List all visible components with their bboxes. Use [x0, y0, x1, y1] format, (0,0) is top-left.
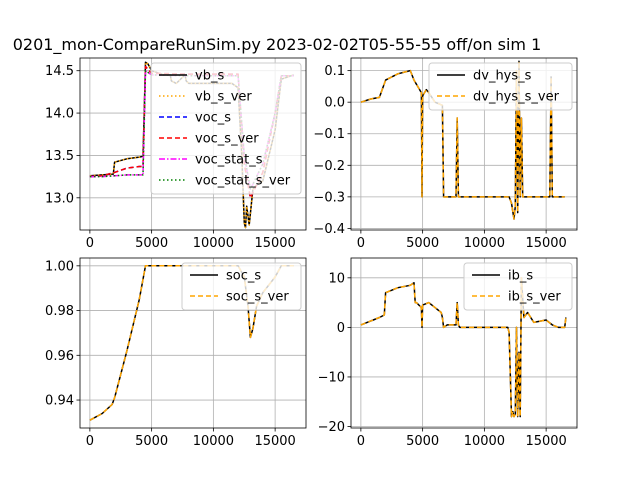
legend-label-voc_s: voc_s	[195, 111, 231, 126]
legend-label-voc_s_ver: voc_s_ver	[195, 132, 259, 147]
axes-frame	[79, 57, 307, 231]
y-tick-label: 0.0	[324, 96, 345, 111]
series-group	[360, 60, 565, 220]
axes-frame	[79, 257, 307, 429]
subplot-4: 0 5000 10000 15000 −20 −10 0 10 ib_s ib_s_ver	[318, 257, 578, 449]
x-tick-label: 0	[357, 434, 365, 449]
subplot-2: 0 5000 10000 15000 −0.4 −0.3 −0.2 −0.1 0.0 0.1 dv_…	[313, 57, 578, 251]
x-tick-label: 5000	[135, 236, 168, 251]
legend-label-voc_stat_s: voc_stat_s	[195, 153, 263, 168]
y-tick-label: −0.2	[313, 159, 345, 174]
series-line-dv_hys_s_ver	[360, 60, 565, 220]
y-tick-label: 0.1	[324, 64, 345, 79]
x-tick-label: 5000	[406, 434, 439, 449]
x-tick-label: 5000	[135, 434, 168, 449]
axes-frame	[350, 57, 578, 231]
legend-label-voc_stat_s_ver: voc_stat_s_ver	[195, 174, 291, 189]
x-tick-label: 0	[86, 236, 94, 251]
x-tick-label: 15000	[525, 434, 566, 449]
y-tick-label: 13.0	[45, 191, 74, 206]
y-tick-label: −20	[318, 420, 345, 435]
x-tick-label: 10000	[464, 434, 505, 449]
axes-frame	[350, 257, 578, 429]
legend-label-soc_s_ver: soc_s_ver	[226, 290, 289, 305]
legend-label-dv_hys_s_ver: dv_hys_s_ver	[473, 90, 560, 105]
legend-box	[150, 62, 302, 195]
legend: dv_hys_s dv_hys_s_ver	[428, 62, 573, 111]
y-tick-label: 0.98	[45, 304, 74, 319]
y-tick-label: −0.3	[313, 190, 345, 205]
y-tick-label: −0.1	[313, 127, 345, 142]
subplot-3: 0 5000 10000 150000.940.960.981.00soc_ssoc_…	[45, 257, 307, 449]
legend-label-ib_s_ver: ib_s_ver	[508, 290, 561, 305]
legend-label-dv_hys_s: dv_hys_s	[473, 69, 532, 84]
x-tick-label: 0	[357, 236, 365, 251]
y-tick-label: 14.5	[45, 64, 74, 79]
series-line-soc_s_ver	[89, 265, 294, 421]
y-tick-label: 0	[337, 321, 345, 336]
y-tick-label: 14.0	[45, 107, 74, 122]
legend: vb_s vb_s_ver voc_s voc_s_ver voc_stat_s voc_…	[150, 62, 302, 195]
x-tick-label: 0	[86, 434, 94, 449]
legend: ib_s ib_s_ver	[463, 262, 573, 311]
x-tick-label: 10000	[464, 236, 505, 251]
y-tick-label: 13.5	[45, 149, 74, 164]
x-tick-label: 10000	[193, 236, 234, 251]
x-tick-label: 15000	[254, 434, 295, 449]
series-line-vb_s_ver	[89, 61, 294, 229]
x-tick-label: 15000	[525, 236, 566, 251]
x-tick-label: 10000	[193, 434, 234, 449]
legend-label-soc_s: soc_s	[226, 269, 261, 284]
y-tick-label: −0.4	[313, 222, 345, 237]
legend: soc_s soc_s_ver	[181, 262, 302, 311]
y-tick-label: 10	[328, 271, 345, 286]
y-tick-label: 1.00	[45, 259, 74, 274]
y-tick-label: 0.96	[45, 349, 74, 364]
figure-title: 0201_mon-CompareRunSim.py 2023-02-02T05-…	[13, 35, 542, 55]
x-tick-label: 15000	[254, 236, 295, 251]
legend-label-vb_s: vb_s	[195, 69, 224, 84]
legend-label-vb_s_ver: vb_s_ver	[195, 90, 252, 105]
subplot-1: 0 5000 10000 15000 13.0 13.5 14.0 14.5 vb_s vb_s_…	[45, 57, 307, 251]
legend-label-ib_s: ib_s	[508, 269, 533, 284]
y-tick-label: 0.94	[45, 394, 74, 409]
x-tick-label: 5000	[406, 236, 439, 251]
y-tick-label: −10	[318, 370, 345, 385]
